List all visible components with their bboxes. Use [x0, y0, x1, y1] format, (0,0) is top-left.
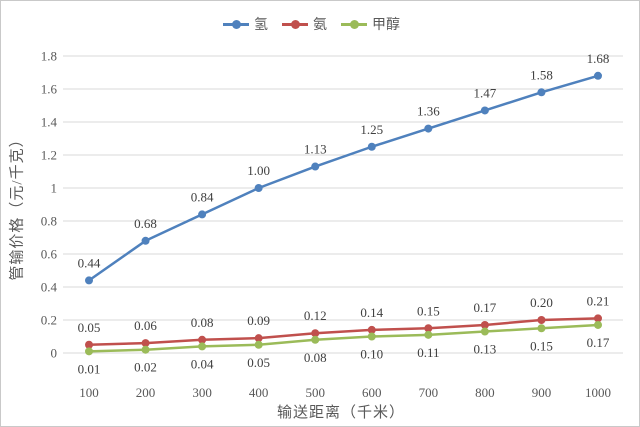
y-tick-label: 0.2: [41, 313, 57, 328]
y-tick-label: 1.4: [41, 115, 58, 130]
y-tick-label: 1.2: [41, 148, 57, 163]
data-point: [594, 71, 602, 80]
data-point: [537, 316, 546, 324]
data-label: 0.05: [78, 320, 101, 335]
data-point: [480, 320, 489, 329]
data-label: 0.20: [530, 295, 553, 310]
data-label: 0.04: [191, 356, 214, 371]
x-axis-title: 输送距离（千米）: [276, 405, 406, 421]
y-tick-label: 0: [51, 346, 58, 361]
data-label: 0.13: [474, 342, 497, 357]
series-line-0: [87, 74, 600, 282]
data-label: 0.05: [247, 355, 270, 370]
data-point: [85, 347, 93, 356]
data-point: [141, 345, 150, 354]
y-tick-label: 1: [51, 181, 58, 196]
data-label: 0.44: [78, 255, 101, 270]
data-label: 1.68: [587, 51, 610, 66]
data-label: 0.09: [247, 313, 270, 328]
data-label: 0.10: [360, 347, 383, 362]
data-point: [480, 106, 489, 115]
line-marker-icon: [223, 19, 249, 29]
data-label: 1.25: [360, 122, 383, 137]
data-label: 0.21: [587, 293, 610, 308]
x-tick-label: 800: [475, 385, 495, 400]
data-label: 0.84: [191, 189, 214, 204]
data-point: [141, 339, 150, 348]
x-tick-label: 200: [136, 385, 156, 400]
x-tick-label: 100: [79, 385, 99, 400]
data-point: [480, 327, 489, 336]
x-tick-label: 600: [362, 385, 382, 400]
data-point: [367, 325, 376, 334]
legend-label-methanol: 甲醇: [372, 18, 400, 33]
data-point: [424, 324, 433, 333]
data-label: 0.08: [191, 315, 214, 330]
data-point: [537, 88, 546, 97]
data-label: 1.13: [304, 142, 327, 157]
y-tick-label: 1.8: [41, 49, 57, 64]
line-marker-icon: [282, 19, 308, 29]
legend: 氢 氨 甲醇: [223, 14, 400, 34]
data-point: [367, 332, 376, 341]
data-label: 0.17: [587, 335, 610, 350]
data-label: 0.12: [304, 308, 327, 323]
data-point: [254, 334, 263, 343]
data-label: 0.02: [134, 360, 157, 375]
data-point: [424, 330, 433, 339]
data-point: [594, 320, 602, 329]
data-point: [424, 124, 433, 133]
data-point: [311, 335, 320, 344]
data-label: 1.00: [247, 163, 270, 178]
data-label: 0.06: [134, 318, 157, 333]
data-point: [141, 236, 150, 245]
data-label: 1.47: [474, 85, 497, 100]
x-tick-label: 300: [192, 385, 212, 400]
data-point: [594, 314, 602, 323]
y-tick-label: 1.6: [41, 82, 58, 97]
line-marker-icon: [341, 19, 367, 29]
data-point: [85, 276, 93, 285]
data-label: 0.08: [304, 350, 327, 365]
data-point: [254, 340, 263, 349]
data-point: [85, 340, 93, 349]
data-label: 0.11: [417, 345, 439, 360]
x-tick-label: 500: [305, 385, 325, 400]
x-tick-label: 700: [419, 385, 439, 400]
legend-label-hydrogen: 氢: [254, 18, 268, 33]
data-label: 0.68: [134, 216, 157, 231]
series-line-2: [87, 323, 600, 353]
x-tick-label: 400: [249, 385, 269, 400]
data-point: [537, 324, 546, 333]
data-label: 0.15: [417, 303, 440, 318]
data-point: [311, 329, 320, 338]
data-point: [367, 142, 376, 151]
data-point: [198, 335, 207, 344]
data-point: [198, 210, 207, 219]
legend-label-ammonia: 氨: [313, 18, 327, 33]
data-label: 0.17: [474, 300, 497, 315]
y-tick-label: 0.6: [41, 247, 58, 262]
legend-item-hydrogen: 氢: [223, 14, 268, 34]
x-tick-label: 1000: [585, 385, 611, 400]
data-point: [254, 184, 263, 192]
y-tick-label: 0.4: [41, 280, 58, 295]
x-tick-label: 900: [532, 385, 552, 400]
data-label: 1.36: [417, 104, 440, 119]
data-point: [198, 342, 207, 351]
legend-item-methanol: 甲醇: [341, 14, 400, 34]
data-label: 0.01: [78, 361, 101, 376]
data-label: 0.15: [530, 338, 553, 353]
y-axis-title: 管输价格（元/千克）: [9, 131, 26, 281]
data-label: 0.14: [360, 305, 383, 320]
legend-item-ammonia: 氨: [282, 14, 327, 34]
data-point: [311, 162, 320, 171]
y-tick-label: 0.8: [41, 214, 57, 229]
data-label: 1.58: [530, 67, 553, 82]
series-line-1: [87, 317, 600, 346]
